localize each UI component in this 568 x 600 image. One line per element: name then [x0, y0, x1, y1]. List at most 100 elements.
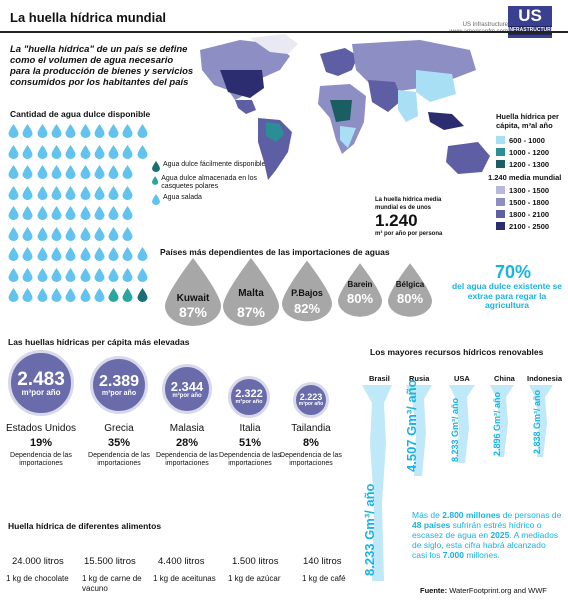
import-drop-belgica: Bélgica 80% — [388, 280, 432, 306]
drop-icon — [80, 267, 90, 282]
drop-icon — [8, 206, 19, 220]
per-capita-value: 2.483 — [17, 368, 65, 390]
drop-icon — [8, 267, 19, 282]
import-country-pct: 87% — [236, 304, 266, 320]
drop-icon — [94, 165, 105, 179]
per-capita-value: 2.389 — [98, 372, 140, 390]
drop-icon — [122, 185, 133, 200]
import-country-name: P.Bajos — [291, 288, 323, 298]
drop-icon — [8, 144, 19, 159]
drop-icon — [94, 144, 105, 159]
drop-icon — [51, 206, 62, 220]
map-legend: Huella hídrica per cápita, m³al año 600 … — [488, 112, 568, 232]
source-line-1: US Infrastructure — [462, 22, 508, 28]
map-region-usa — [220, 70, 264, 98]
logo: US INFRASTRUCTURE — [508, 6, 554, 38]
note-highlight: 7.000 — [442, 550, 464, 560]
footer-label: Fuente: — [420, 586, 448, 595]
legend-label: 1200 - 1300 — [509, 159, 550, 169]
import-country-name: Barein — [347, 280, 373, 289]
map-region-colombia — [266, 122, 284, 142]
per-capita-dependency-label: Dependencia de las importaciones — [280, 452, 342, 467]
drop-icon — [37, 226, 48, 241]
import-drop-pbajos: P.Bajos 82% — [282, 288, 332, 316]
per-capita-dependency-pct: 28% — [175, 437, 199, 449]
drop-icon — [51, 247, 62, 261]
legend-swatch — [496, 160, 505, 168]
legend-label: 2100 - 2500 — [509, 221, 550, 231]
legend-label: 1500 - 1800 — [509, 197, 550, 207]
drop-icon — [8, 185, 19, 200]
map-legend-item: 1500 - 1800 — [496, 196, 568, 208]
drop-icon — [137, 288, 148, 302]
legend-swatch — [496, 198, 505, 206]
legend-label: 1300 - 1500 — [509, 185, 550, 195]
per-capita-dependency-label: Dependencia de las importaciones — [156, 452, 218, 467]
scarcity-note: Más de 2.800 millones de personas de 48 … — [412, 510, 562, 560]
drop-icon — [122, 247, 133, 261]
drop-icon — [137, 267, 148, 282]
drop-icon — [80, 144, 90, 159]
legend-swatch — [496, 210, 505, 218]
water-legend-label: Agua dulce fácilmente disponible — [163, 161, 266, 168]
water-drops-grid — [8, 124, 153, 310]
world-mean-unit: m³ por año por persona — [375, 231, 443, 237]
drop-icon — [80, 165, 90, 179]
drop-icon — [22, 165, 33, 179]
intro-text: La "huella hídrica" de un país se define… — [10, 44, 194, 88]
river-stream — [406, 385, 432, 476]
drop-icon — [94, 124, 105, 138]
food-value: 140 litros — [303, 556, 342, 567]
river-country: Brasil — [369, 374, 390, 383]
drop-icon — [37, 206, 48, 220]
map-region-china — [416, 70, 456, 102]
import-country-name: Malta — [238, 288, 264, 299]
river-stream — [362, 385, 392, 581]
note-text: . A mediados de siglo, esta cifra habrá … — [412, 530, 559, 560]
drop-icon — [37, 144, 48, 159]
food-label: 1 kg de café — [302, 574, 346, 583]
drop-icon — [65, 206, 76, 220]
per-capita-dependency-label: Dependencia de las importaciones — [10, 452, 72, 467]
world-mean-line-2: mundial es de unos — [375, 205, 432, 211]
map-region-india — [398, 90, 418, 122]
drop-icon — [51, 185, 62, 200]
map-legend-high: 1300 - 1500 1500 - 1800 1800 - 2100 2100… — [496, 184, 568, 232]
drop-icon — [108, 185, 119, 200]
drop-icon — [108, 124, 119, 138]
legend-label: 1000 - 1200 — [509, 147, 550, 157]
drop-icon — [8, 124, 19, 138]
drop-icon — [8, 247, 19, 261]
drop-icon — [80, 288, 90, 302]
per-capita-circle: 2.389 m³por año — [90, 356, 148, 414]
river-country: Indonesia — [527, 374, 563, 383]
food-label: 1 kg de chocolate — [6, 574, 69, 583]
note-highlight: 2.800 millones — [442, 510, 501, 520]
per-capita-circle: 2.223 m³por año — [293, 382, 329, 418]
drop-icon — [37, 165, 48, 179]
drop-icon — [338, 263, 382, 317]
legend-swatch — [496, 148, 505, 156]
per-capita-dependency-pct: 35% — [107, 437, 131, 449]
food-label: 1 kg de carne de vacuno — [82, 574, 142, 593]
drop-icon — [37, 247, 48, 261]
drop-icon — [80, 226, 90, 241]
drop-icon — [51, 165, 62, 179]
drop-icon — [22, 247, 33, 261]
legend-label: 1800 - 2100 — [509, 209, 550, 219]
drop-icon — [22, 144, 33, 159]
water-legend-label: Agua salada — [163, 194, 202, 201]
drop-icon — [122, 267, 133, 282]
drop-icon — [37, 288, 48, 302]
map-region-south-africa — [340, 126, 356, 148]
drop-icon — [94, 185, 105, 200]
drop-icon — [137, 247, 148, 261]
imports-drops: Kuwait 87% Malta 87% P.Bajos 82% Barein … — [160, 258, 440, 328]
drop-icon — [80, 124, 90, 138]
drop-icon — [22, 124, 33, 138]
map-region-southeast-asia — [428, 112, 464, 130]
per-capita-unit: m³por año — [235, 398, 263, 405]
drop-icon — [137, 124, 148, 138]
drop-icon — [80, 185, 90, 200]
river-country: China — [494, 374, 515, 383]
